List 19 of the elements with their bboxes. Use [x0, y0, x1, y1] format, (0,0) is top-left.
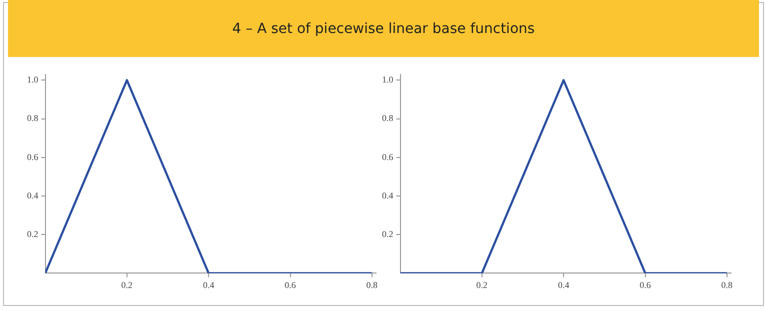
y-tick-label: 0.4: [27, 190, 39, 200]
y-tick-label: 0.2: [27, 228, 38, 239]
y-tick-label: 0.4: [382, 190, 394, 200]
x-tick-label: 0.8: [721, 280, 734, 290]
x-tick-label: 0.6: [284, 280, 296, 290]
y-tick-label: 0.8: [27, 113, 39, 124]
x-tick-label: 0.2: [121, 280, 133, 290]
y-tick-label: 1.0: [382, 74, 394, 85]
y-tick-label: 0.6: [382, 152, 394, 162]
y-tick-label: 1.0: [27, 74, 39, 85]
x-tick-label: 0.6: [640, 280, 652, 290]
chart-title: 4 – A set of piecewise linear base functions: [8, 0, 759, 57]
y-tick-label: 0.2: [382, 228, 394, 239]
x-tick-label: 0.8: [366, 280, 378, 290]
x-tick-label: 0.4: [202, 280, 215, 290]
x-tick-label: 0.2: [476, 280, 488, 290]
x-tick-label: 0.4: [558, 280, 570, 290]
y-tick-label: 0.8: [382, 113, 394, 124]
y-tick-label: 0.6: [27, 152, 39, 162]
